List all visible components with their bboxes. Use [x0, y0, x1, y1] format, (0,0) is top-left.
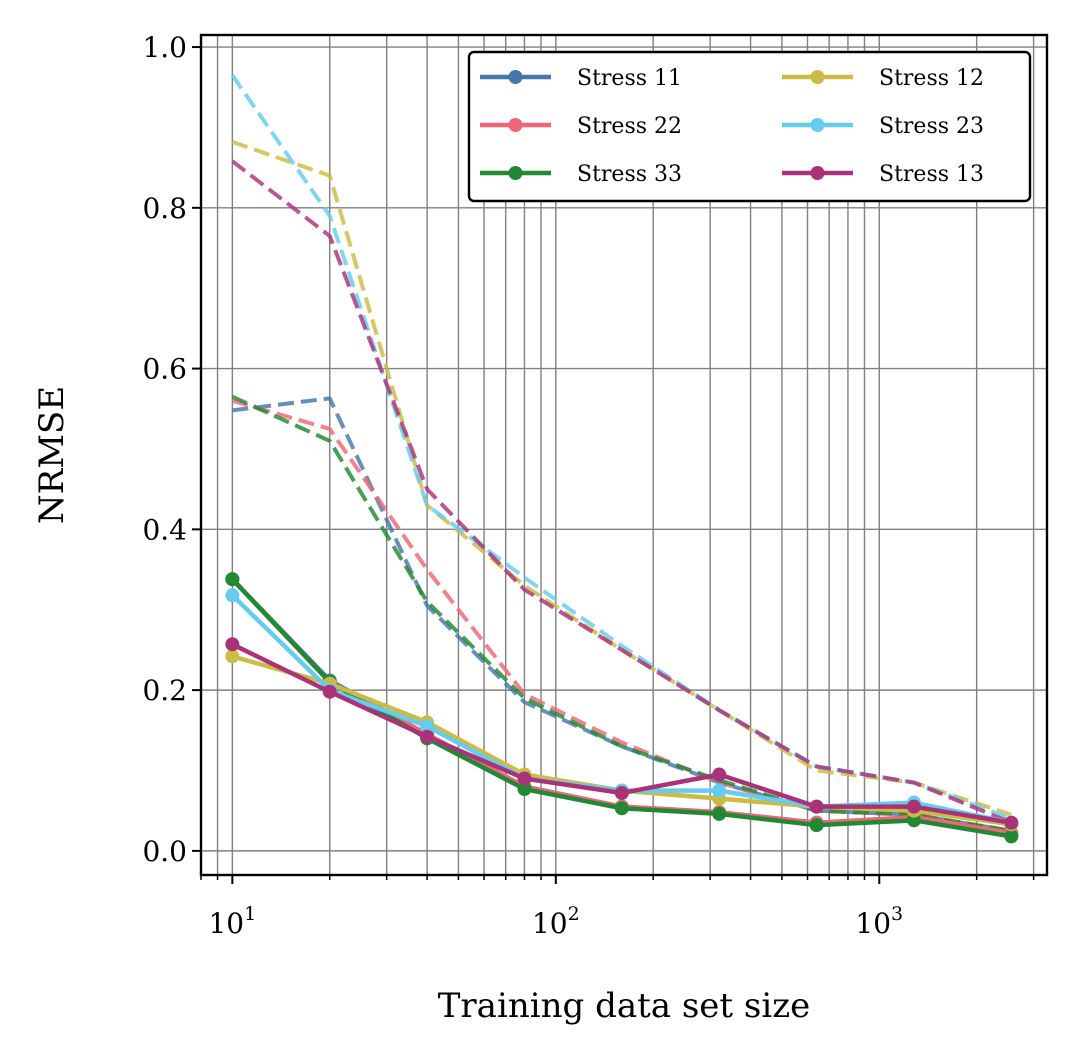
legend-swatch-marker	[508, 166, 523, 180]
point-stress-13	[420, 729, 435, 744]
y-tick-label: 0.0	[142, 835, 187, 868]
point-stress-13	[809, 799, 824, 814]
y-tick-label: 0.8	[142, 192, 187, 225]
point-stress-33	[1004, 829, 1019, 844]
point-stress-33	[712, 806, 727, 821]
x-tick-exponent: 3	[891, 903, 903, 925]
legend-label: Stress 12	[879, 66, 984, 91]
legend-item-stress-13: Stress 13	[782, 162, 984, 187]
x-tick-label: 103	[855, 903, 903, 940]
legend-item-stress-12: Stress 12	[782, 66, 984, 91]
point-stress-33	[225, 572, 240, 587]
point-stress-13	[906, 799, 921, 814]
legend-swatch-marker	[508, 118, 523, 132]
legend-label: Stress 33	[577, 162, 682, 187]
legend-label: Stress 23	[879, 114, 984, 139]
point-stress-13	[614, 786, 629, 801]
series-group	[225, 74, 1019, 844]
point-stress-23	[420, 719, 435, 734]
point-stress-23	[712, 783, 727, 798]
x-axis-title: Training data set size	[438, 986, 811, 1026]
point-stress-33	[809, 818, 824, 833]
legend-label: Stress 22	[577, 114, 682, 139]
dashed-line-stress-12	[231, 140, 1012, 817]
point-stress-33	[517, 781, 532, 796]
dashed-line-stress-13	[231, 159, 1013, 825]
point-stress-13	[1004, 815, 1019, 830]
y-tick-label: 0.6	[142, 353, 187, 386]
plot-frame	[199, 33, 1049, 877]
legend-item-stress-11: Stress 11	[480, 66, 682, 91]
legend: Stress 11 Stress 22 Stress 33 Stress 12 Stre…	[467, 50, 1032, 203]
point-stress-33	[614, 801, 629, 816]
y-tick-label: 1.0	[142, 31, 187, 64]
x-tick-base: 10	[208, 907, 244, 940]
x-tick-base: 10	[532, 907, 568, 940]
legend-item-stress-23: Stress 23	[782, 114, 984, 139]
x-tick-exponent: 2	[568, 903, 580, 925]
legend-swatch-marker	[810, 166, 825, 180]
point-stress-12	[225, 649, 240, 664]
x-tick-label: 101	[208, 903, 256, 940]
legend-swatch-marker	[508, 70, 523, 84]
legend-swatch-marker	[810, 118, 825, 132]
point-stress-13	[225, 637, 240, 652]
y-tick-label: 0.2	[142, 674, 187, 707]
y-tick-label: 0.4	[142, 513, 187, 546]
legend-label: Stress 11	[577, 66, 682, 91]
point-stress-13	[517, 771, 532, 786]
legend-item-stress-33: Stress 33	[480, 162, 682, 187]
legend-box	[467, 50, 1032, 203]
point-stress-13	[712, 767, 727, 782]
y-axis-title: NRMSE	[32, 386, 72, 524]
point-stress-33	[906, 813, 921, 828]
point-stress-23	[225, 588, 240, 603]
x-tick-label: 102	[532, 903, 580, 940]
x-tick-exponent: 1	[244, 903, 256, 925]
dashed-line-stress-33	[231, 394, 1012, 833]
legend-label: Stress 13	[879, 162, 984, 187]
legend-swatch-marker	[810, 70, 825, 84]
legend-item-stress-22: Stress 22	[480, 114, 682, 139]
x-tick-base: 10	[855, 907, 891, 940]
dashed-line-stress-23	[230, 74, 1013, 821]
point-stress-13	[322, 684, 337, 699]
